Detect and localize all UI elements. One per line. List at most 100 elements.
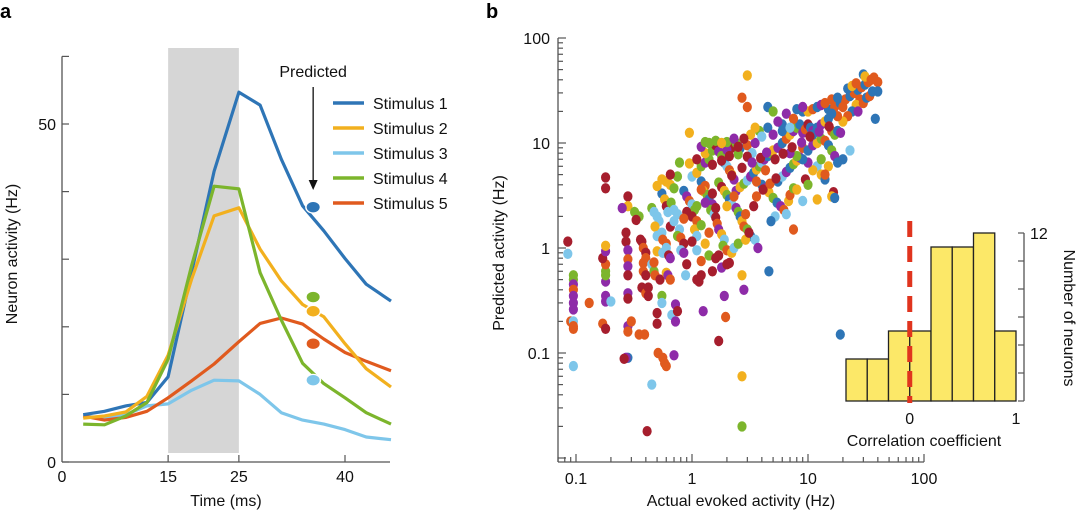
- scatter-point: [707, 159, 718, 170]
- scatter-point: [724, 257, 735, 269]
- panel-a-y-axis-title: Neuron activity (Hz): [4, 184, 21, 324]
- scatter-point: [698, 306, 708, 317]
- scatter-point: [692, 201, 702, 212]
- scatter-point: [621, 236, 631, 247]
- legend-label-4: Stimulus 4: [373, 171, 448, 188]
- scatter-point: [584, 297, 594, 309]
- panel-label-a: a: [0, 1, 12, 23]
- scatter-point: [655, 274, 665, 285]
- scatter-point: [814, 126, 824, 137]
- scatter-point: [568, 360, 579, 372]
- panel-b-x-tick-label: 0.1: [565, 471, 587, 488]
- scatter-point: [781, 209, 791, 220]
- scatter-point: [727, 170, 737, 181]
- scatter-point: [619, 353, 629, 364]
- scatter-point: [758, 184, 768, 195]
- inset-y-tick-label: 12: [1030, 226, 1048, 243]
- scatter-point: [733, 149, 743, 160]
- scatter-point: [669, 183, 679, 194]
- scatter-point: [739, 284, 749, 295]
- legend-item-4: Stimulus 4: [333, 171, 448, 188]
- scatter-point: [674, 157, 685, 168]
- histogram-bar: [866, 358, 890, 402]
- scatter-point: [788, 113, 799, 125]
- series-line-stimulus-5: [82, 316, 392, 422]
- scatter-point: [777, 125, 787, 137]
- scatter-point: [737, 162, 747, 173]
- series-line-stimulus-1: [82, 90, 392, 417]
- scatter-point: [762, 147, 772, 158]
- scatter-point: [711, 202, 721, 214]
- scatter-point: [747, 157, 757, 168]
- scatter-point: [650, 221, 660, 232]
- scatter-point: [631, 214, 641, 226]
- scatter-point: [700, 197, 710, 208]
- scatter-point: [766, 216, 776, 227]
- scatter-point: [621, 227, 631, 238]
- scatter-point: [742, 101, 752, 113]
- scatter-point: [692, 245, 702, 256]
- scatter-point: [768, 106, 778, 117]
- panel-a-x-tick-label: 25: [230, 469, 248, 486]
- scatter-point: [787, 142, 797, 153]
- scatter-point: [845, 145, 855, 156]
- panel-a-x-axis-title: Time (ms): [190, 493, 261, 510]
- correlation-histogram-inset: 12 0 1: [845, 221, 1048, 428]
- series-line-stimulus-4: [83, 184, 392, 427]
- scatter-point: [824, 121, 834, 132]
- panel-a-y-tick-label: 0: [47, 455, 56, 472]
- scatter-point: [568, 323, 579, 334]
- scatter-point: [623, 261, 633, 272]
- scatter-point: [737, 421, 747, 432]
- scatter-point: [665, 274, 675, 285]
- panel-a-y-tick-label: 50: [38, 117, 56, 134]
- scatter-point: [744, 227, 754, 238]
- histogram-bar: [994, 330, 1017, 402]
- scatter-point: [778, 148, 788, 159]
- scatter-point: [750, 122, 760, 133]
- histogram-bar: [930, 246, 953, 402]
- panel-a-axes: 0 50 0 15 25 40: [38, 55, 390, 486]
- histogram-bar: [909, 330, 932, 402]
- scatter-point: [623, 191, 633, 202]
- legend-label-5: Stimulus 5: [373, 196, 448, 213]
- scatter-point: [719, 290, 729, 302]
- scatter-point: [679, 247, 689, 258]
- scatter-point: [721, 311, 731, 323]
- scatter-point: [647, 379, 657, 390]
- scatter-point: [773, 116, 783, 127]
- panel-a-x-tick-label: 40: [336, 469, 354, 486]
- scatter-point: [836, 127, 846, 138]
- scatter-point: [704, 227, 714, 238]
- scatter-point: [853, 106, 863, 117]
- scatter-point: [681, 270, 691, 281]
- scatter-point: [623, 326, 633, 337]
- scatter-point: [792, 184, 802, 195]
- scatter-point: [643, 290, 653, 302]
- panel-b-x-tick-label: 1: [688, 471, 697, 488]
- scatter-point: [797, 137, 807, 148]
- panel-a-x-tick-label: 0: [58, 469, 67, 486]
- scatter-point: [751, 191, 762, 202]
- scatter-point: [623, 293, 633, 304]
- scatter-point: [661, 360, 671, 372]
- scatter-point: [601, 172, 611, 183]
- scatter-point: [749, 201, 759, 212]
- inset-x-tick-label: 1: [1012, 411, 1021, 428]
- legend-label-2: Stimulus 2: [373, 121, 448, 138]
- scatter-point: [764, 266, 774, 277]
- scatter-point: [665, 253, 675, 264]
- scatter-point: [827, 108, 837, 119]
- scatter-point: [823, 161, 834, 172]
- scatter-point: [617, 202, 627, 214]
- scatter-point: [670, 316, 681, 327]
- legend-item-5: Stimulus 5: [333, 196, 448, 213]
- scatter-point: [563, 248, 573, 259]
- scatter-point: [757, 131, 767, 142]
- scatter-point: [851, 78, 861, 89]
- scatter-point: [717, 137, 727, 149]
- scatter-point: [771, 173, 781, 184]
